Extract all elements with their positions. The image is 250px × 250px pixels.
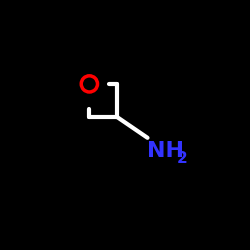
Text: 2: 2 xyxy=(176,150,187,166)
Circle shape xyxy=(83,78,96,90)
Circle shape xyxy=(81,76,98,92)
Text: NH: NH xyxy=(146,141,184,161)
